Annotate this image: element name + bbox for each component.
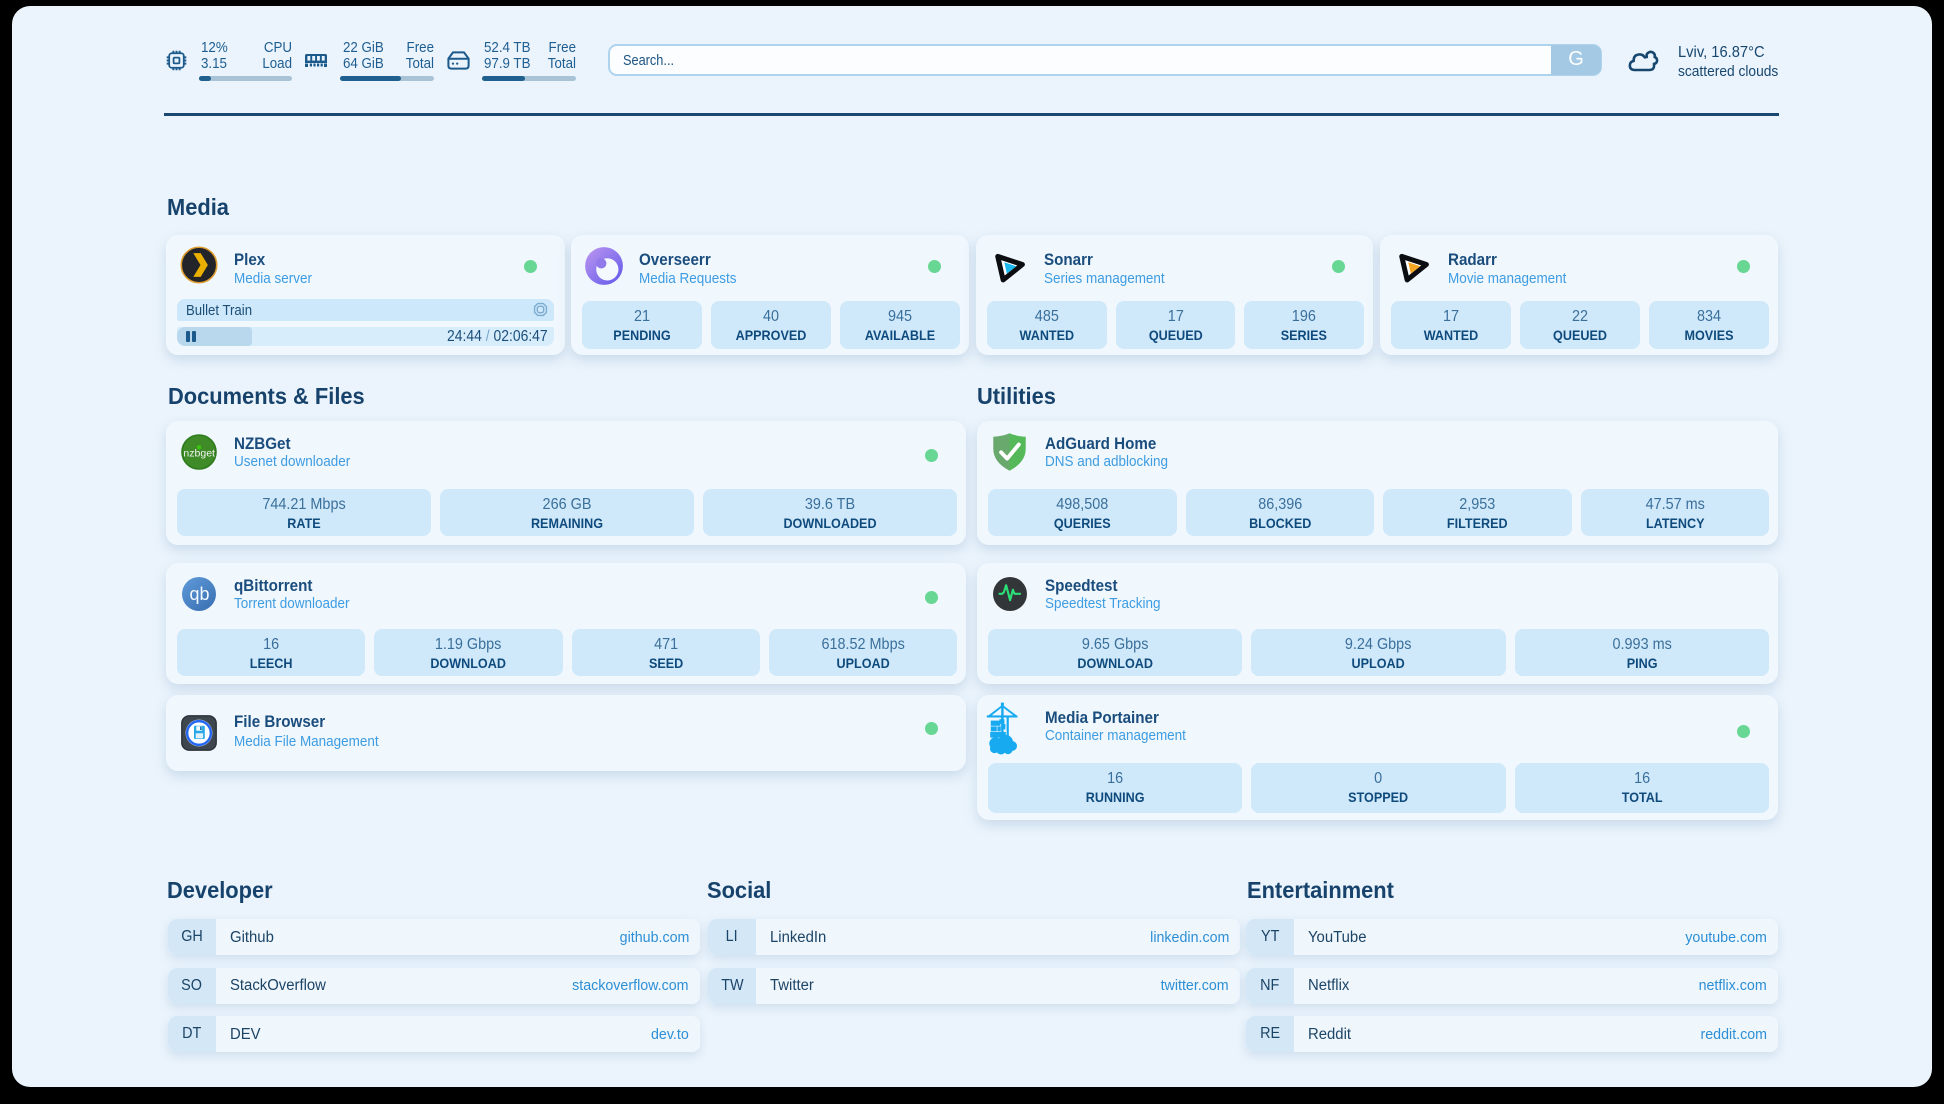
svg-text:qb: qb: [189, 584, 209, 604]
svg-text:nzbget: nzbget: [183, 448, 215, 460]
